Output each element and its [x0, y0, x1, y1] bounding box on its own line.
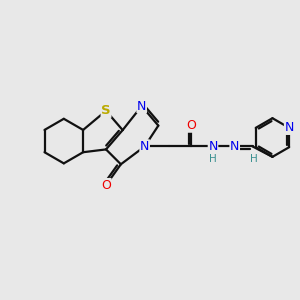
Text: S: S: [101, 104, 111, 117]
Text: H: H: [250, 154, 258, 164]
Text: N: N: [137, 100, 146, 112]
Text: N: N: [230, 140, 239, 153]
Text: N: N: [208, 140, 218, 153]
Text: H: H: [209, 154, 217, 164]
Text: N: N: [284, 122, 294, 134]
Text: O: O: [186, 119, 196, 132]
Text: N: N: [140, 140, 149, 153]
Text: O: O: [101, 178, 111, 192]
